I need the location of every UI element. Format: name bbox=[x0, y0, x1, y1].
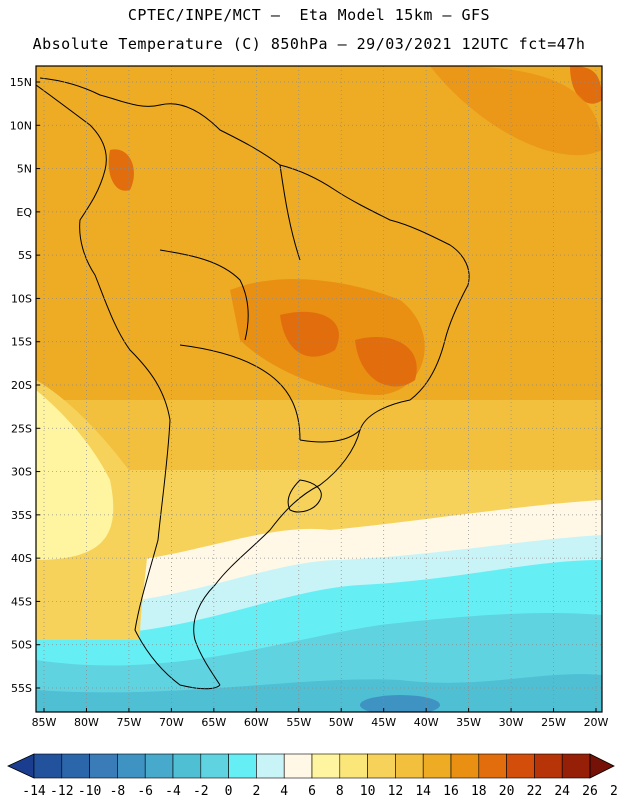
colorbar-label: 18 bbox=[471, 784, 487, 799]
lon-label: 65W bbox=[201, 716, 226, 729]
lat-label: 15S bbox=[11, 336, 32, 349]
lat-label: 55S bbox=[11, 682, 32, 695]
colorbar-swatch bbox=[144, 753, 174, 779]
colorbar-swatch bbox=[450, 753, 480, 779]
colorbar-swatch bbox=[422, 753, 452, 779]
lon-label: 75W bbox=[116, 716, 141, 729]
colorbar-swatch bbox=[534, 753, 563, 779]
lon-label: 85W bbox=[32, 716, 57, 729]
chart-subtitle: Absolute Temperature (C) 850hPa – 29/03/… bbox=[32, 35, 586, 53]
lat-label: 5N bbox=[17, 163, 32, 176]
colorbar-label: 28 bbox=[610, 784, 618, 799]
colorbar-swatch bbox=[367, 753, 396, 779]
colorbar-swatch bbox=[395, 753, 424, 779]
colorbar-swatch bbox=[228, 753, 257, 779]
coastlines bbox=[36, 77, 470, 690]
lon-label: 80W bbox=[74, 716, 99, 729]
colorbar-label: 12 bbox=[388, 784, 404, 799]
colorbar-label: 22 bbox=[527, 784, 543, 799]
colorbar-label: -6 bbox=[137, 784, 153, 799]
colorbar-label: 4 bbox=[280, 784, 288, 799]
lon-label: 25W bbox=[541, 716, 566, 729]
lon-label: 45W bbox=[371, 716, 396, 729]
colorbar-label: 2 bbox=[252, 784, 260, 799]
colorbar-label: -10 bbox=[78, 784, 101, 799]
latitude-labels: 15N 10N 5N EQ 5S 10S 15S 20S 25S 30S 35S 40S 45S 50S 5… bbox=[10, 76, 40, 695]
lon-label: 55W bbox=[286, 716, 311, 729]
colorbar-label: 10 bbox=[360, 784, 376, 799]
map-frame bbox=[35, 65, 603, 713]
chart-title: CPTEC/INPE/MCT – Eta Model 15km – GFS bbox=[127, 6, 491, 24]
colorbar-swatch bbox=[256, 753, 285, 779]
colorbar-swatch bbox=[561, 753, 591, 779]
lat-label: 5S bbox=[18, 249, 32, 262]
colorbar-label: -4 bbox=[165, 784, 181, 799]
lon-label: 20W bbox=[584, 716, 609, 729]
lat-label: 15N bbox=[10, 76, 32, 89]
colorbar-swatch bbox=[506, 753, 535, 779]
colorbar-label: 0 bbox=[225, 784, 233, 799]
lon-label: 30W bbox=[499, 716, 524, 729]
colorbar-swatch bbox=[33, 753, 63, 779]
colorbar-swatch bbox=[478, 753, 507, 779]
lat-label: 30S bbox=[11, 466, 32, 479]
colorbar-label: 8 bbox=[336, 784, 344, 799]
colorbar-swatch bbox=[89, 753, 118, 779]
colorbar-label: 16 bbox=[443, 784, 459, 799]
lon-label: 35W bbox=[456, 716, 481, 729]
colorbar-label: -2 bbox=[193, 784, 209, 799]
colorbar-label: 6 bbox=[308, 784, 316, 799]
colorbar-swatch bbox=[311, 753, 341, 779]
lat-label: 20S bbox=[11, 379, 32, 392]
longitude-labels: 85W 80W 75W 70W 65W 60W 55W 50W 45W 40W 35W 30W 25W 2… bbox=[32, 708, 609, 729]
lon-label: 50W bbox=[329, 716, 354, 729]
colorbar-swatch bbox=[339, 753, 368, 779]
lat-label: 40S bbox=[11, 552, 32, 565]
lon-label: 60W bbox=[244, 716, 269, 729]
lon-label: 40W bbox=[414, 716, 439, 729]
lat-label: 25S bbox=[11, 422, 32, 435]
lat-label: EQ bbox=[16, 206, 32, 219]
colorbar: -14 -12 -10 -8 -6 -4 -2 0 2 4 6 8 10 12 14 16 18 20 22 24 26… bbox=[7, 753, 618, 799]
colorbar-label: -8 bbox=[110, 784, 126, 799]
lon-label: 70W bbox=[159, 716, 184, 729]
colorbar-label: 20 bbox=[499, 784, 515, 799]
colorbar-swatch bbox=[283, 753, 313, 779]
lat-label: 50S bbox=[11, 639, 32, 652]
lat-label: 10S bbox=[11, 292, 32, 305]
colorbar-label: 24 bbox=[554, 784, 570, 799]
colorbar-label: -14 bbox=[22, 784, 46, 799]
colorbar-swatch bbox=[172, 753, 202, 779]
colorbar-label: 14 bbox=[415, 784, 431, 799]
colorbar-swatch bbox=[200, 753, 229, 779]
colorbar-swatch bbox=[61, 753, 90, 779]
lat-label: 35S bbox=[11, 509, 32, 522]
colorbar-swatch bbox=[117, 753, 146, 779]
temperature-field bbox=[36, 66, 602, 712]
lat-label: 10N bbox=[10, 119, 32, 132]
colorbar-arrow-low bbox=[7, 753, 35, 779]
colorbar-label: -12 bbox=[50, 784, 73, 799]
lat-label: 45S bbox=[11, 595, 32, 608]
colorbar-arrow-high bbox=[589, 753, 615, 779]
colorbar-label: 26 bbox=[582, 784, 598, 799]
